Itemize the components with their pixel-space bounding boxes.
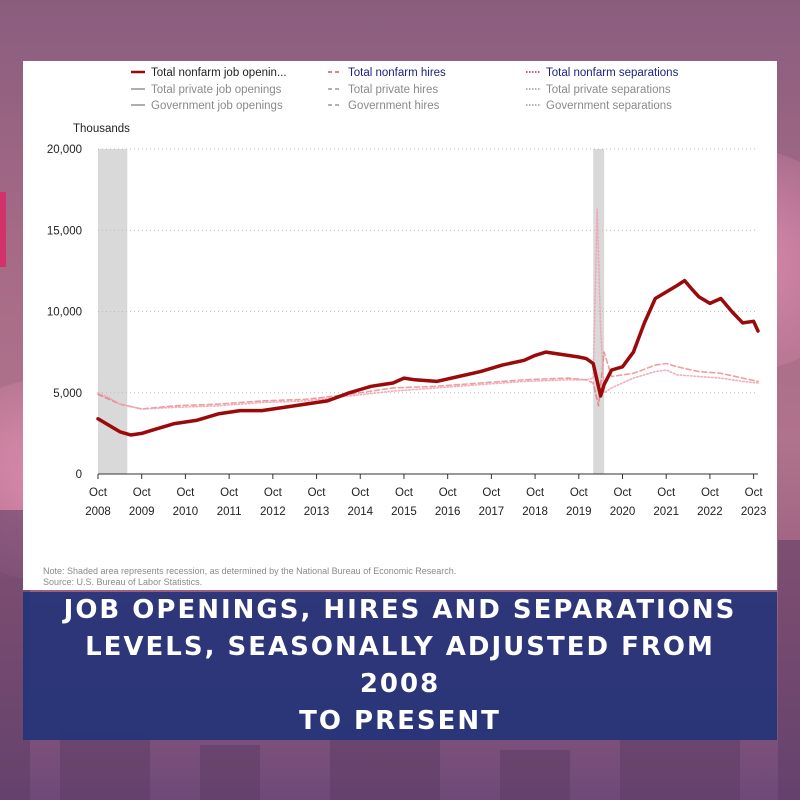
x-tick-label-month: Oct	[526, 487, 545, 499]
x-tick-label-month: Oct	[482, 487, 501, 499]
x-tick-label-month: Oct	[745, 487, 764, 499]
x-tick-label-month: Oct	[351, 487, 370, 499]
legend-label: Government job openings	[151, 100, 283, 112]
x-tick-label-month: Oct	[308, 487, 327, 499]
x-tick-label-year: 2016	[435, 506, 461, 518]
legend-label: Total nonfarm separations	[546, 67, 679, 79]
x-tick-label-year: 2008	[85, 506, 111, 518]
banner-title: JOB OPENINGS, HIRES AND SEPARATIONS LEVE…	[50, 592, 750, 740]
x-tick-label-year: 2011	[217, 506, 242, 518]
x-tick-label-year: 2023	[741, 506, 767, 518]
x-tick-label-year: 2010	[173, 506, 199, 518]
x-tick-label-month: Oct	[570, 487, 589, 499]
x-tick-label-month: Oct	[264, 487, 283, 499]
x-tick-label-month: Oct	[439, 487, 458, 499]
legend-label: Total nonfarm hires	[348, 67, 446, 79]
legend-label: Total private job openings	[151, 84, 282, 96]
x-tick-label-year: 2017	[479, 506, 505, 518]
x-tick-label-year: 2013	[304, 506, 330, 518]
series-line-dotted	[97, 208, 759, 410]
x-tick-label-year: 2009	[129, 506, 155, 518]
banner-title-line: JOB OPENINGS, HIRES AND SEPARATIONS	[63, 595, 737, 625]
legend: Total nonfarm job openin... Total nonfarm…	[131, 67, 679, 112]
title-banner: JOB OPENINGS, HIRES AND SEPARATIONS LEVE…	[23, 592, 777, 740]
series-line-dashed	[97, 351, 759, 410]
gridlines	[98, 148, 758, 394]
jolts-line-chart: 0 5,000 10,000 15,000 20,000 Oct 2008 Oct 2009 Oc…	[47, 67, 767, 518]
x-tick-label-year: 2018	[522, 506, 548, 518]
x-tick-label-year: 2021	[653, 506, 679, 518]
x-tick-label-year: 2020	[610, 506, 636, 518]
x-tick-label-year: 2019	[566, 506, 592, 518]
source-note: Source: U.S. Bureau of Labor Statistics.	[43, 577, 203, 587]
x-tick-label-month: Oct	[614, 487, 633, 499]
banner-title-line: LEVELS, SEASONALLY ADJUSTED FROM 2008	[85, 632, 715, 699]
y-axis-label: Thousands	[73, 123, 130, 135]
banner-title-line: TO PRESENT	[299, 706, 501, 736]
y-tick-label: 15,000	[47, 225, 82, 237]
x-tick-label-year: 2015	[391, 506, 417, 518]
series-lines	[96, 208, 760, 437]
legend-label: Government separations	[546, 100, 672, 112]
recession-note: Note: Shaded area represents recession, …	[43, 566, 457, 576]
y-tick-label: 20,000	[47, 144, 82, 156]
legend-label: Total private separations	[546, 84, 671, 96]
legend-label: Total private hires	[348, 84, 438, 96]
x-tick-label-month: Oct	[133, 487, 152, 499]
legend-label: Total nonfarm job openin...	[151, 67, 287, 79]
x-tick-label-month: Oct	[395, 487, 414, 499]
x-tick-label-year: 2014	[347, 506, 373, 518]
x-tick-label-month: Oct	[657, 487, 676, 499]
legend-label: Government hires	[348, 100, 440, 112]
x-tick-label-year: 2022	[697, 506, 723, 518]
x-tick-label-month: Oct	[176, 487, 195, 499]
y-tick-label: 5,000	[53, 388, 82, 400]
x-tick-label-month: Oct	[220, 487, 239, 499]
series-line-solid	[96, 278, 760, 437]
x-tick-label-month: Oct	[701, 487, 720, 499]
y-tick-label: 0	[76, 469, 82, 481]
left-accent-bar	[0, 192, 6, 267]
x-tick-label-year: 2012	[260, 506, 286, 518]
chart-card: 0 5,000 10,000 15,000 20,000 Oct 2008 Oct 2009 Oc…	[23, 61, 777, 590]
y-tick-label: 10,000	[47, 307, 82, 319]
axes: 0 5,000 10,000 15,000 20,000 Oct 2008 Oct 2009 Oc…	[47, 144, 767, 518]
chart-footnote: Note: Shaded area represents recession, …	[43, 566, 456, 588]
x-tick-label-month: Oct	[89, 487, 108, 499]
